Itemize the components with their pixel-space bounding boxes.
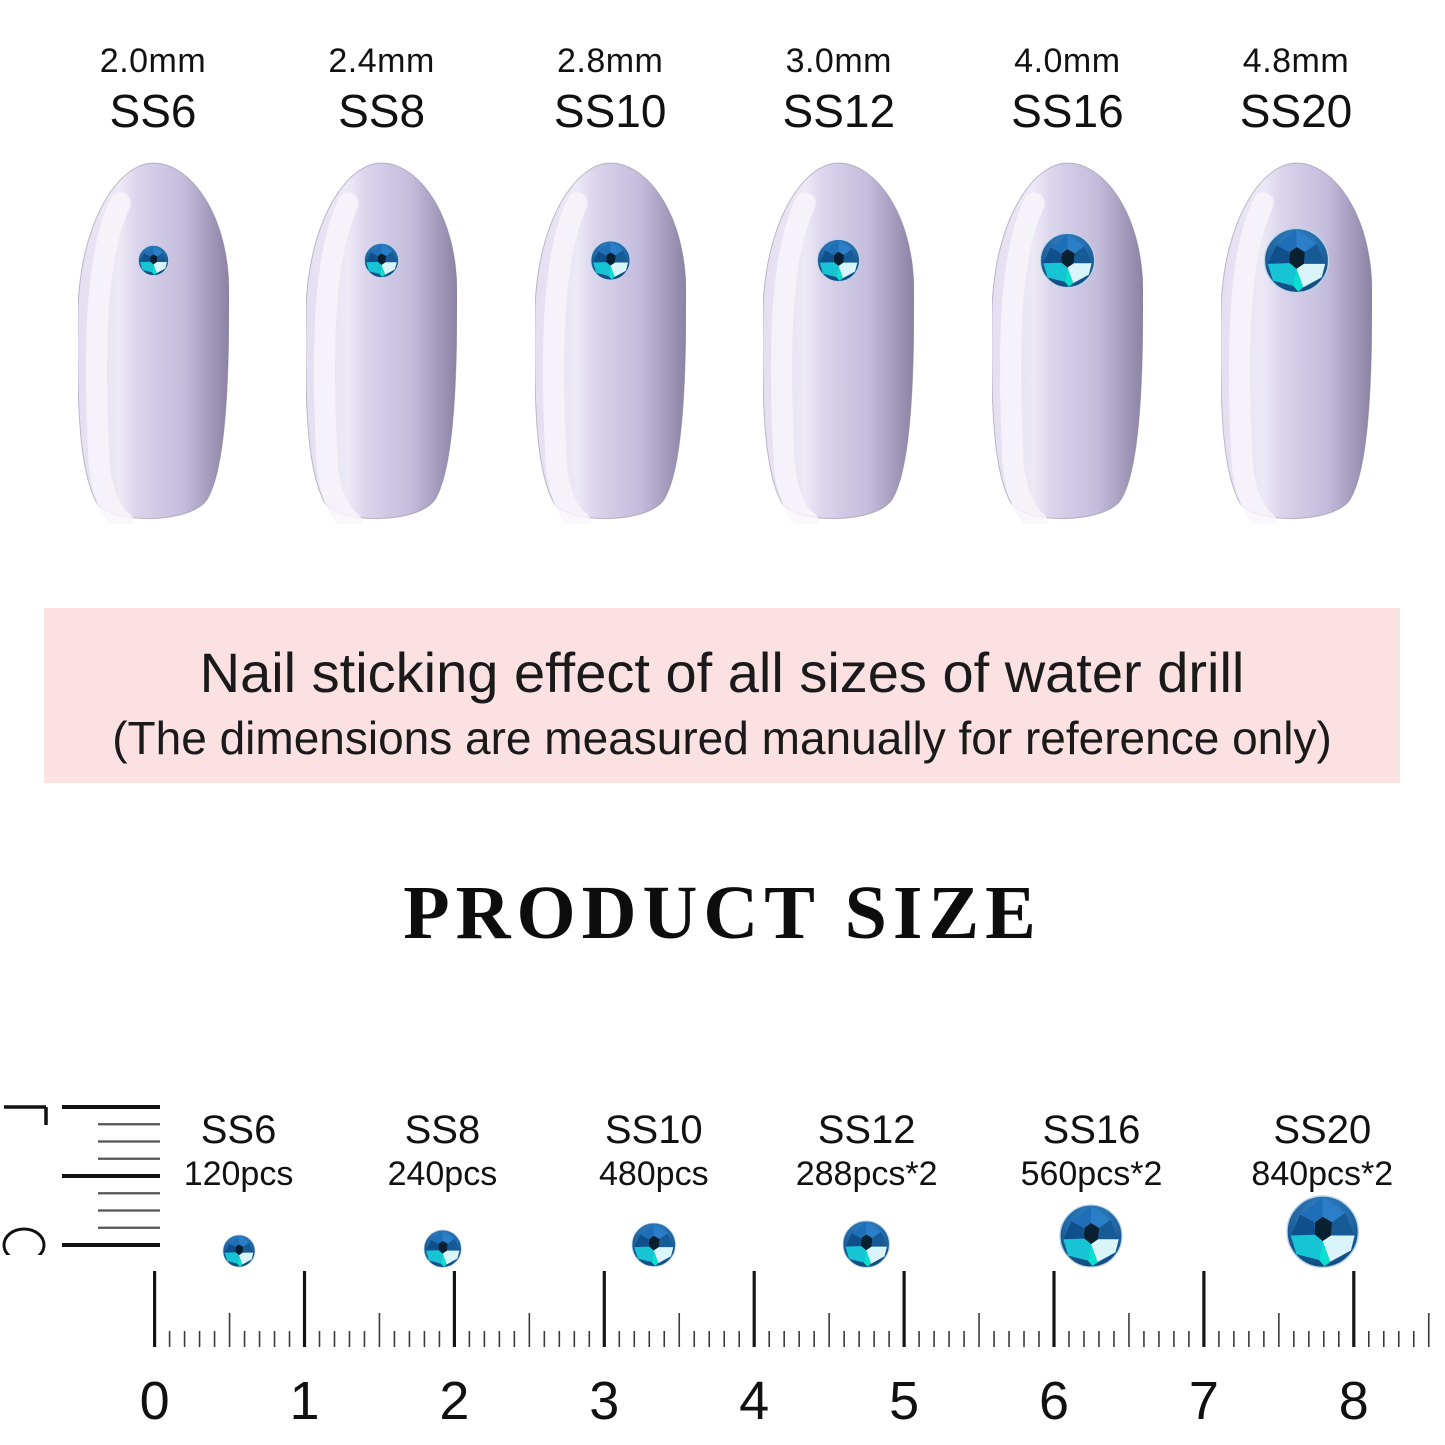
svg-text:4: 4 — [739, 1371, 769, 1431]
svg-text:2: 2 — [439, 1371, 469, 1431]
svg-text:7: 7 — [1189, 1371, 1219, 1431]
svg-text:3: 3 — [589, 1371, 619, 1431]
svg-text:8: 8 — [1339, 1371, 1369, 1431]
svg-text:5: 5 — [889, 1371, 919, 1431]
svg-text:6: 6 — [1039, 1371, 1069, 1431]
svg-text:1: 1 — [289, 1371, 319, 1431]
svg-text:0: 0 — [140, 1371, 170, 1431]
